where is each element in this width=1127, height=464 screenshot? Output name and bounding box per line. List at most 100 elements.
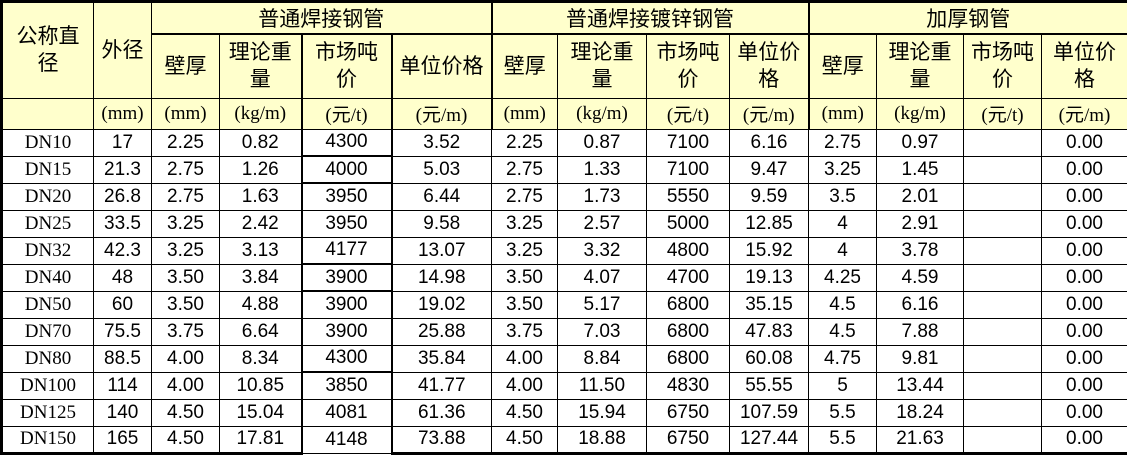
group-title-row: 公称直 径 外径 普通焊接钢管 普通焊接镀锌钢管 加厚钢管 (0, 0, 1127, 99)
data-cell: 12.85 (729, 209, 809, 238)
dn-cell: DN150 (0, 425, 94, 455)
dn-cell: DN125 (0, 398, 94, 427)
data-cell: 4.75 (808, 344, 877, 373)
data-cell: 6.64 (219, 317, 302, 346)
data-cell: 3.25 (491, 236, 558, 265)
data-cell: 7100 (646, 155, 730, 184)
table-row: DN150 165 4.50 17.81 4148 73.88 4.50 18.88 6750 1… (0, 425, 1127, 455)
dn-cell: DN70 (0, 317, 94, 346)
data-cell: 3900 (300, 263, 393, 292)
data-cell: 3.50 (151, 290, 220, 319)
data-cell: 6.44 (391, 182, 492, 211)
data-cell: 2.75 (151, 182, 220, 211)
data-cell: 1.73 (557, 182, 647, 211)
col-header-unit-price: 单位价 格 (1041, 33, 1127, 99)
data-cell: 25.88 (391, 317, 492, 346)
data-cell: 2.91 (876, 209, 964, 238)
dn-cell: DN32 (0, 236, 94, 265)
dn-cell: DN80 (0, 344, 94, 373)
data-cell: 2.25 (151, 128, 220, 157)
data-cell: 2.75 (151, 155, 220, 184)
unit-label: (mm) (151, 97, 220, 130)
unit-label: (元/t) (646, 97, 730, 130)
data-cell: 3.75 (151, 317, 220, 346)
data-cell (963, 290, 1042, 319)
col-header-market-ton-price: 市场吨 价 (646, 33, 730, 99)
data-cell: 5000 (646, 209, 730, 238)
col-header-theoretical-weight: 理论重 量 (876, 33, 964, 99)
table-row: DN80 88.5 4.00 8.34 4300 35.84 4.00 8.84 6800 60.… (0, 344, 1127, 373)
data-cell: 0.00 (1041, 425, 1127, 455)
data-cell: 6.16 (729, 128, 809, 157)
data-cell: 0.87 (557, 128, 647, 157)
col-header-market-ton-price: 市场吨 价 (300, 33, 393, 99)
data-cell (963, 425, 1042, 455)
data-cell: 2.75 (491, 155, 558, 184)
data-cell: 73.88 (391, 425, 492, 455)
unit-label: (元/m) (391, 97, 492, 130)
data-cell: 4 (808, 236, 877, 265)
group-title-welded-pipe: 普通焊接钢管 (151, 0, 492, 35)
data-cell (963, 128, 1042, 157)
data-cell: 3950 (300, 182, 393, 211)
unit-label: (mm) (93, 97, 152, 130)
data-cell: 6800 (646, 317, 730, 346)
unit-label: (元/t) (963, 97, 1042, 130)
data-cell: 4700 (646, 263, 730, 292)
data-cell: 15.04 (219, 398, 302, 427)
table-row: DN10 17 2.25 0.82 4300 3.52 2.25 0.87 7100 6.16 2.… (0, 128, 1127, 157)
data-cell: 4.00 (151, 344, 220, 373)
data-cell: 1.63 (219, 182, 302, 211)
unit-label: (元/m) (729, 97, 809, 130)
data-cell: 0.00 (1041, 398, 1127, 427)
data-cell: 1.33 (557, 155, 647, 184)
data-cell: 2.01 (876, 182, 964, 211)
data-cell: 3.52 (391, 128, 492, 157)
data-cell: 3.25 (151, 209, 220, 238)
data-cell: 41.77 (391, 371, 492, 400)
data-cell: 15.94 (557, 398, 647, 427)
dn-cell: DN25 (0, 209, 94, 238)
data-cell: 2.75 (491, 182, 558, 211)
data-cell: 7100 (646, 128, 730, 157)
units-row: (mm) (mm) (kg/m) (元/t) (元/m) (mm) (kg/m)… (0, 97, 1127, 130)
data-cell: 19.02 (391, 290, 492, 319)
data-cell: 2.42 (219, 209, 302, 238)
table-row: DN70 75.5 3.75 6.64 3900 25.88 3.75 7.03 6800 47.… (0, 317, 1127, 346)
data-cell: 165 (93, 425, 152, 455)
data-cell: 21.3 (93, 155, 152, 184)
group-title-thickened-pipe: 加厚钢管 (807, 0, 1127, 35)
data-cell: 6800 (646, 344, 730, 373)
data-cell: 4.00 (151, 371, 220, 400)
data-cell (963, 209, 1042, 238)
data-cell: 19.13 (729, 263, 809, 292)
data-cell: 3900 (300, 290, 393, 319)
data-cell: 4.5 (808, 290, 877, 319)
data-cell: 4830 (646, 371, 730, 400)
data-cell: 7.03 (557, 317, 647, 346)
data-cell: 4 (808, 209, 877, 238)
dn-cell: DN40 (0, 263, 94, 292)
data-cell: 4.50 (151, 425, 220, 455)
data-cell: 0.00 (1041, 290, 1127, 319)
unit-label: (元/m) (1041, 97, 1127, 130)
data-cell: 48 (93, 263, 152, 292)
data-cell: 4.5 (808, 317, 877, 346)
data-cell: 3.78 (876, 236, 964, 265)
data-cell (963, 236, 1042, 265)
data-cell: 5.5 (808, 425, 877, 455)
table-row: DN15 21.3 2.75 1.26 4000 5.03 2.75 1.33 7100 9.47… (0, 155, 1127, 184)
data-cell: 3900 (300, 317, 393, 346)
unit-label: (kg/m) (219, 97, 302, 130)
data-cell: 4.50 (491, 398, 558, 427)
data-cell: 3.13 (219, 236, 302, 265)
data-cell (963, 182, 1042, 211)
data-cell: 35.84 (391, 344, 492, 373)
data-cell: 33.5 (93, 209, 152, 238)
data-cell: 2.57 (557, 209, 647, 238)
data-cell: 3.84 (219, 263, 302, 292)
data-cell: 88.5 (93, 344, 152, 373)
data-cell: 8.84 (557, 344, 647, 373)
data-cell: 5.5 (808, 398, 877, 427)
